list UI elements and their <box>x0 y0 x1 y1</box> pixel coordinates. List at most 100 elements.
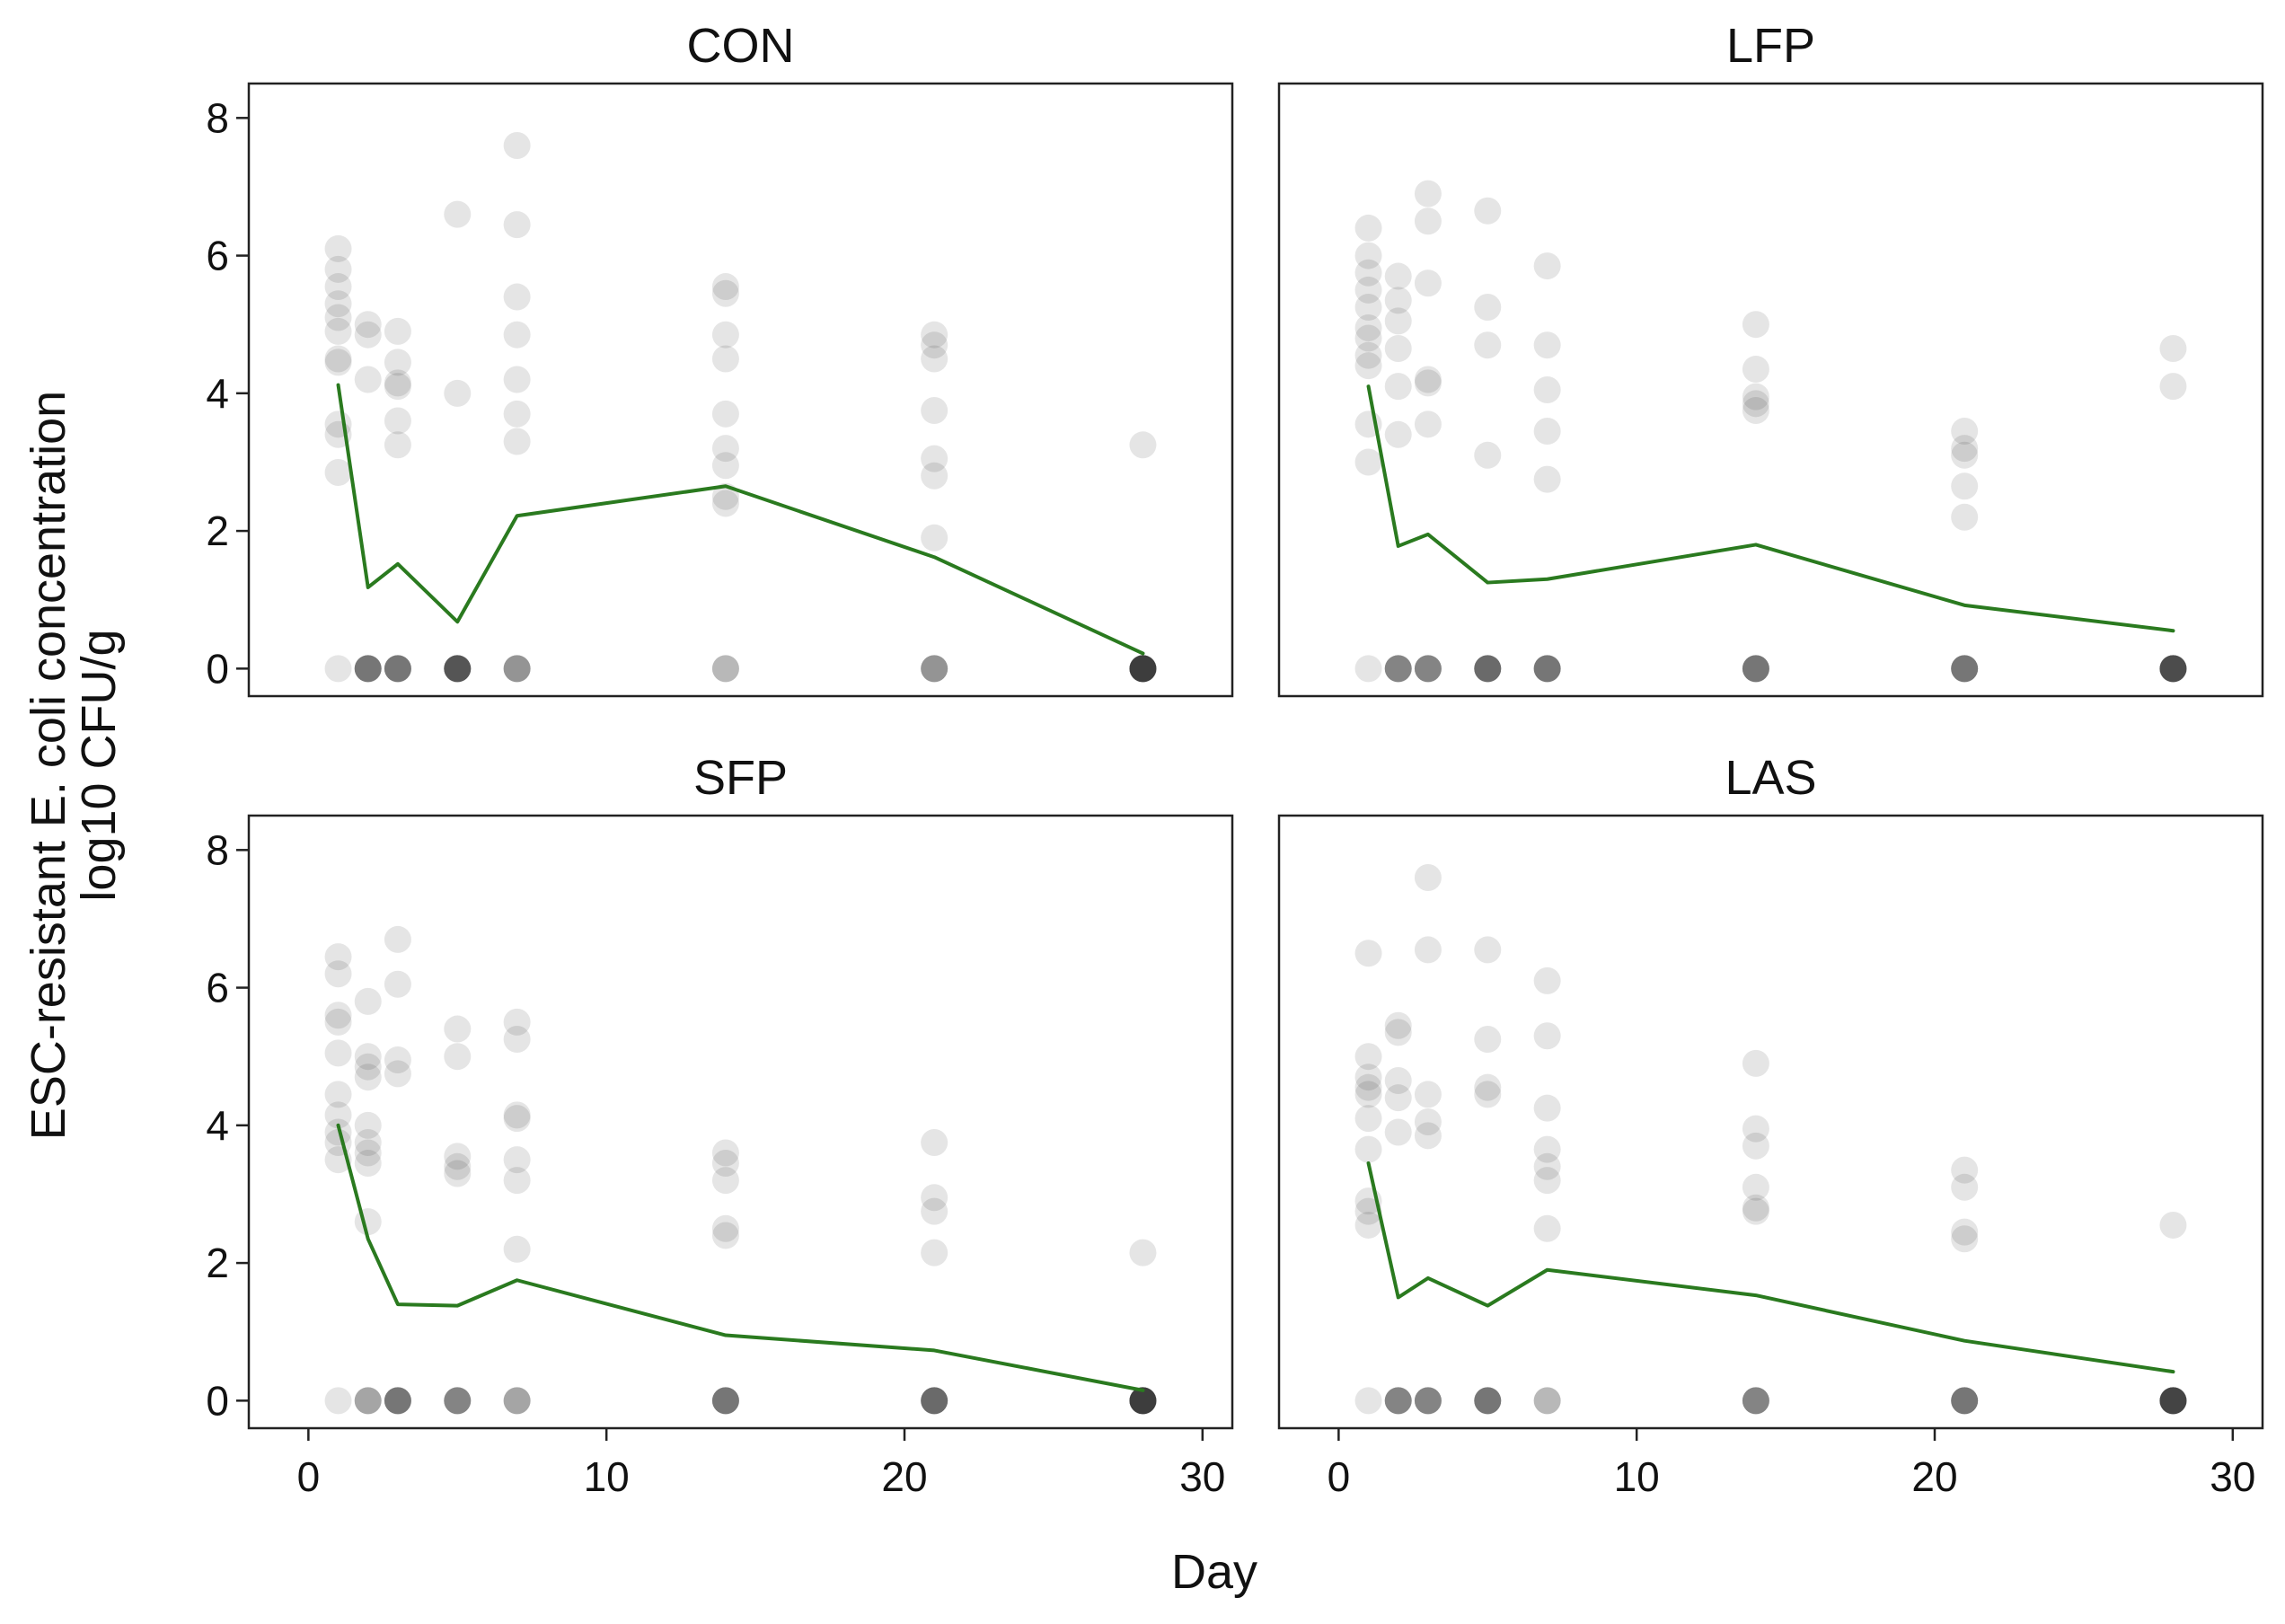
data-point <box>1354 314 1382 342</box>
data-point <box>1533 1214 1561 1242</box>
data-point <box>384 655 411 683</box>
y-tick-label: 2 <box>206 1240 229 1286</box>
data-point <box>1474 655 1502 683</box>
data-point <box>1742 396 1769 424</box>
data-point <box>2159 1387 2187 1415</box>
data-point <box>503 400 531 428</box>
data-point <box>711 1387 739 1415</box>
data-point <box>384 1387 411 1415</box>
data-point <box>444 655 472 683</box>
x-tick-label: 20 <box>881 1453 927 1500</box>
data-point <box>354 1387 382 1415</box>
data-point <box>1533 1152 1561 1180</box>
data-point <box>1129 1387 1157 1415</box>
data-point <box>921 1387 948 1415</box>
data-point <box>384 970 411 998</box>
y-tick-label: 6 <box>206 965 229 1011</box>
data-point <box>444 1043 472 1071</box>
data-point <box>1384 1387 1412 1415</box>
mean-trend-line <box>336 383 1145 656</box>
data-point <box>324 1002 352 1029</box>
data-point <box>1414 1122 1442 1150</box>
data-point <box>921 462 948 490</box>
panel-frame <box>247 82 1234 698</box>
data-point <box>1474 1387 1502 1415</box>
data-point <box>1354 1105 1382 1133</box>
data-point <box>1354 940 1382 967</box>
data-point <box>1951 1156 1979 1184</box>
data-point <box>1951 472 1979 500</box>
data-point <box>1384 655 1412 683</box>
data-point <box>1533 966 1561 994</box>
data-point <box>1742 655 1769 683</box>
data-point <box>1384 1067 1412 1095</box>
data-point <box>503 1146 531 1174</box>
data-point <box>711 655 739 683</box>
data-point <box>2159 655 2187 683</box>
data-point <box>711 655 739 683</box>
data-point <box>384 369 411 397</box>
panel-title: LFP <box>1726 19 1815 73</box>
data-point <box>1742 1132 1769 1160</box>
data-point <box>1474 294 1502 322</box>
data-point <box>324 1039 352 1067</box>
data-point <box>444 655 472 683</box>
data-point <box>384 925 411 953</box>
data-point <box>354 1387 382 1415</box>
data-point <box>444 1387 472 1415</box>
data-point <box>1129 431 1157 459</box>
data-point <box>1474 655 1502 683</box>
data-point <box>384 1387 411 1415</box>
panel-las: LAS 0 10 20 30 <box>1277 751 2264 1500</box>
data-point <box>444 379 472 407</box>
mean-trend-line <box>1366 1161 2175 1374</box>
data-point <box>1129 1387 1157 1415</box>
data-point <box>1533 417 1561 445</box>
data-point <box>2159 1387 2187 1415</box>
data-point <box>921 1128 948 1156</box>
data-point <box>921 1387 948 1415</box>
data-point <box>503 283 531 311</box>
data-point <box>503 1387 531 1415</box>
data-point <box>354 655 382 683</box>
y-axis-title-line-2: log10 CFU/g <box>72 629 126 901</box>
data-point <box>1742 1194 1769 1222</box>
data-point <box>1951 1218 1979 1246</box>
data-point <box>384 1387 411 1415</box>
data-point <box>1474 1026 1502 1054</box>
data-point <box>2159 1211 2187 1239</box>
data-point <box>2159 1387 2187 1415</box>
data-point <box>503 321 531 349</box>
data-point <box>1384 1387 1412 1415</box>
data-point <box>711 1222 739 1249</box>
data-point <box>1951 417 1979 445</box>
x-tick-label: 10 <box>584 1453 630 1500</box>
data-point <box>1354 1073 1382 1101</box>
data-point <box>354 655 382 683</box>
data-point <box>1414 655 1442 683</box>
data-point <box>921 331 948 359</box>
data-point <box>1474 655 1502 683</box>
data-point <box>2159 655 2187 683</box>
data-point <box>503 1008 531 1036</box>
data-point <box>1742 655 1769 683</box>
data-point <box>1129 655 1157 683</box>
data-point <box>1414 1108 1442 1135</box>
x-tick-label: 30 <box>2210 1453 2255 1500</box>
data-point <box>1129 1387 1157 1415</box>
data-point <box>503 428 531 455</box>
data-point <box>1384 307 1412 335</box>
x-tick-label: 20 <box>1911 1453 1957 1500</box>
data-point <box>324 273 352 301</box>
data-point <box>1742 655 1769 683</box>
data-point <box>1414 207 1442 235</box>
y-tick-label: 4 <box>206 1102 229 1149</box>
data-point <box>921 655 948 683</box>
data-point <box>1354 1135 1382 1163</box>
data-point <box>1742 655 1769 683</box>
data-point <box>354 1149 382 1177</box>
data-point <box>921 445 948 472</box>
data-point <box>503 131 531 159</box>
data-point <box>1742 390 1769 418</box>
data-point <box>354 655 382 683</box>
